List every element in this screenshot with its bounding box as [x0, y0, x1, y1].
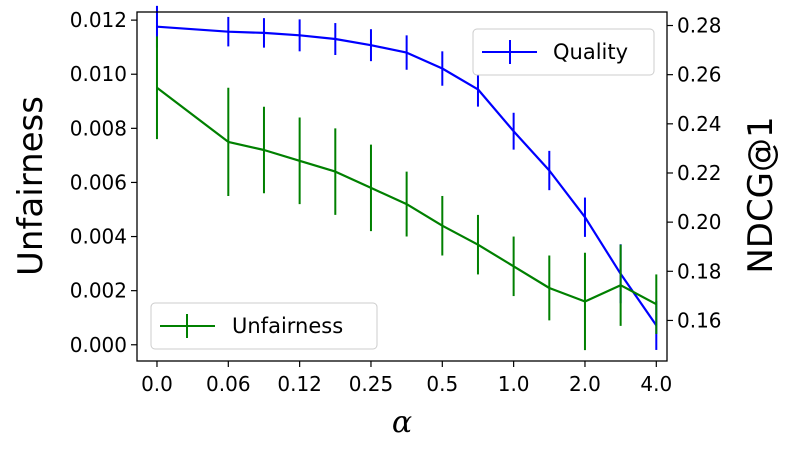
legend-quality-label: Quality [553, 40, 628, 64]
x-tick-label: 1.0 [498, 372, 530, 396]
y-right-axis-title: NDCG@1 [741, 116, 781, 273]
x-tick-label: 0.5 [426, 372, 458, 396]
y-right-tick-label: 0.26 [677, 63, 722, 87]
plot-frame [136, 11, 668, 362]
y-right-tick-label: 0.24 [677, 112, 722, 136]
plot-area [155, 5, 658, 351]
y-left-axis-title: Unfairness [11, 96, 51, 276]
x-tick-label: 0.0 [141, 372, 173, 396]
y-right-tick-label: 0.18 [677, 259, 722, 283]
y-left-tick-label: 0.000 [70, 333, 127, 357]
y-left-tick-label: 0.004 [70, 225, 127, 249]
y-right-tick-label: 0.16 [677, 308, 722, 332]
x-tick-label: 2.0 [569, 372, 601, 396]
x-tick-label: 0.25 [349, 372, 394, 396]
y-right-tick-label: 0.22 [677, 161, 722, 185]
y-left-tick-label: 0.012 [70, 8, 127, 32]
legend-unfairness-box [150, 302, 378, 350]
y-left-tick-label: 0.010 [70, 62, 127, 86]
x-tick-label: 0.06 [206, 372, 251, 396]
quality-line [156, 25, 658, 327]
legend-quality-box [472, 28, 655, 76]
axes: 0.0 0.06 0.12 0.25 0.5 1.0 2.0 4.0 0.000 0.002 0.0… [70, 8, 722, 396]
x-tick-label: 4.0 [640, 372, 672, 396]
unfairness-line [156, 86, 657, 306]
y-left-tick-label: 0.008 [70, 116, 127, 140]
legend-unfairness: Unfairness [150, 302, 378, 350]
legend-unfairness-label: Unfairness [232, 314, 343, 338]
legend-quality: Quality [472, 28, 655, 76]
y-left-tick-label: 0.006 [70, 170, 127, 194]
x-axis-title: α [392, 405, 412, 440]
y-left-tick-label: 0.002 [70, 279, 127, 303]
y-right-tick-label: 0.20 [677, 210, 722, 234]
x-tick-label: 0.12 [277, 372, 322, 396]
y-right-tick-label: 0.28 [677, 14, 722, 38]
